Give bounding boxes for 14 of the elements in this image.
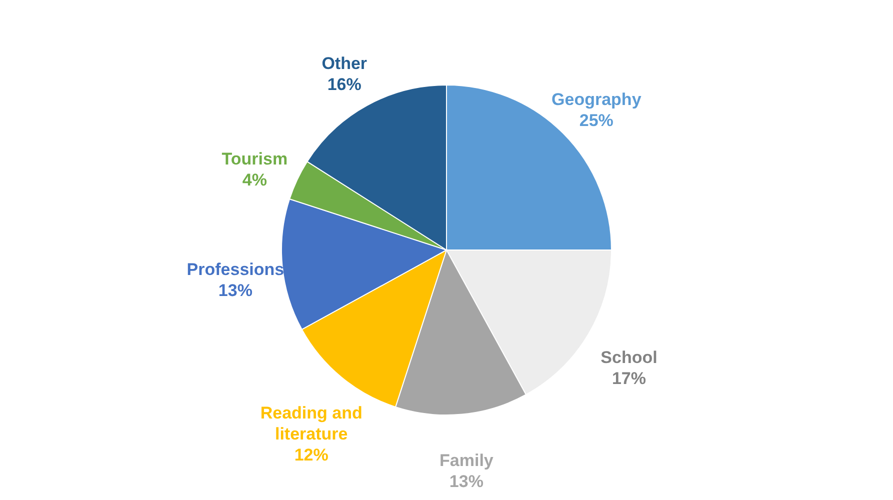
- slice-label: School: [600, 348, 658, 367]
- data-label: 12%: [294, 445, 328, 464]
- slice-label: Professions: [186, 260, 284, 279]
- slice-label: Tourism: [222, 150, 288, 169]
- data-label: 17%: [612, 368, 646, 388]
- slice-label: Reading and literature: [260, 403, 362, 444]
- data-label: 25%: [579, 111, 614, 130]
- data-label: 16%: [327, 75, 362, 94]
- data-label: 4%: [242, 170, 267, 190]
- slice-label: Other: [322, 54, 368, 74]
- slice-label: Family: [440, 451, 494, 470]
- data-label: 13%: [218, 280, 252, 300]
- data-label: 13%: [449, 472, 484, 492]
- slice-label: Geography: [552, 90, 642, 110]
